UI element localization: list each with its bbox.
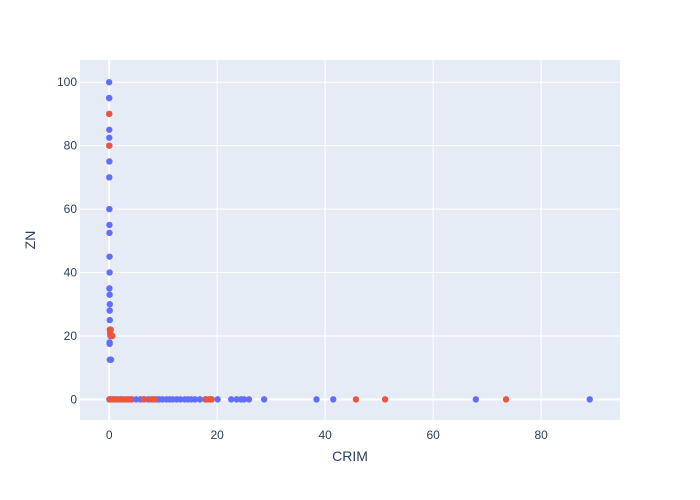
- y-tick-labels: 0 20 40 60 80 100: [57, 75, 77, 406]
- data-point: [107, 331, 114, 338]
- data-point: [107, 356, 115, 363]
- data-points: [105, 79, 593, 403]
- data-point: [196, 396, 204, 403]
- x-tick-label: 40: [318, 428, 332, 442]
- data-point: [228, 396, 235, 403]
- data-point: [106, 301, 114, 308]
- data-point: [106, 174, 113, 181]
- data-point: [352, 396, 360, 403]
- data-point: [151, 396, 158, 403]
- x-tick-label: 60: [426, 428, 440, 442]
- data-point: [106, 158, 113, 165]
- x-tick-labels: 0 20 40 60 80: [106, 428, 548, 442]
- data-point: [260, 396, 268, 403]
- data-point: [127, 396, 134, 403]
- data-point: [106, 110, 113, 118]
- data-point: [472, 396, 480, 403]
- y-tick-label: 20: [64, 329, 78, 343]
- data-point: [106, 291, 113, 298]
- data-point: [106, 205, 113, 213]
- data-point: [106, 307, 113, 314]
- data-point: [502, 396, 510, 403]
- y-tick-label: 60: [64, 202, 78, 216]
- data-point: [381, 396, 389, 403]
- data-point: [313, 396, 320, 403]
- x-tick-label: 80: [534, 428, 548, 442]
- data-point: [191, 396, 199, 403]
- y-axis-title: ZN: [22, 231, 38, 250]
- data-point: [240, 396, 248, 403]
- x-axis-title: CRIM: [332, 448, 368, 464]
- data-point: [208, 396, 215, 403]
- plot-area: [80, 60, 620, 420]
- data-point: [106, 269, 113, 276]
- data-point: [106, 94, 113, 102]
- data-point: [106, 340, 113, 348]
- y-tick-label: 100: [57, 75, 77, 89]
- data-point: [106, 126, 113, 133]
- data-point: [106, 316, 113, 324]
- y-tick-label: 0: [70, 392, 77, 406]
- data-point: [245, 396, 253, 403]
- data-point: [106, 253, 113, 260]
- data-point: [106, 285, 113, 292]
- data-point: [106, 134, 113, 141]
- data-point: [105, 79, 113, 86]
- data-point: [214, 396, 221, 403]
- y-tick-label: 80: [64, 139, 78, 153]
- data-point: [106, 142, 113, 149]
- data-point: [106, 326, 114, 333]
- data-point: [330, 396, 337, 403]
- data-point: [586, 396, 593, 403]
- data-point: [106, 221, 113, 229]
- x-tick-label: 0: [106, 428, 113, 442]
- x-tick-label: 20: [210, 428, 224, 442]
- data-point: [106, 229, 113, 237]
- data-point: [140, 396, 147, 403]
- y-tick-label: 40: [64, 266, 78, 280]
